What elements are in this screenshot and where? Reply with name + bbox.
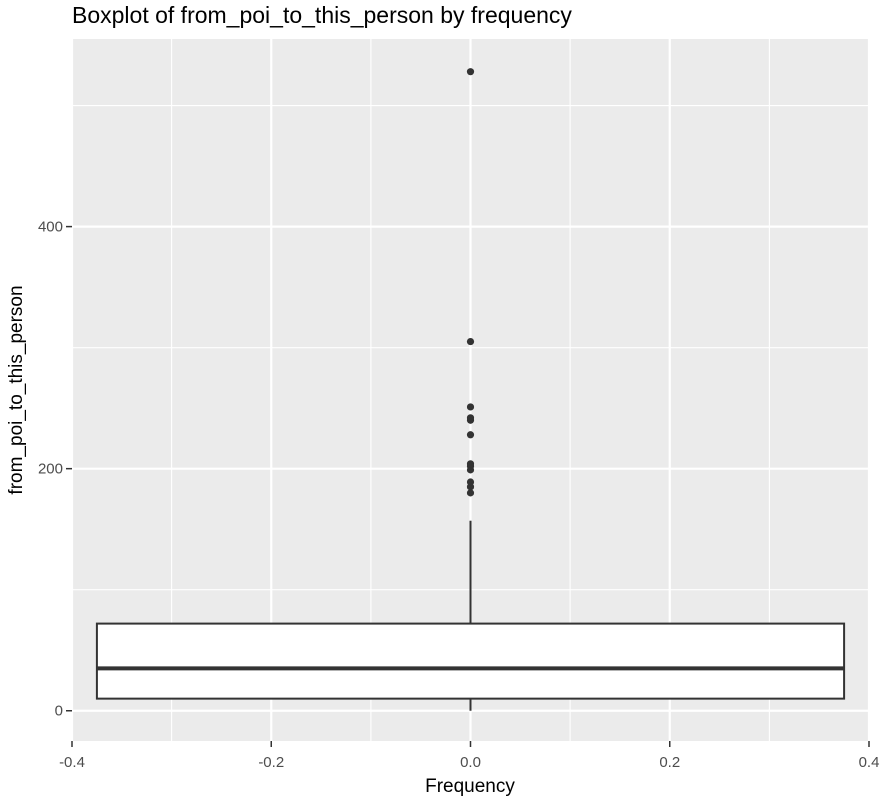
box-iqr bbox=[95, 622, 846, 700]
y-tick-label: 400 bbox=[38, 219, 63, 236]
y-tick-label: 0 bbox=[55, 703, 63, 720]
x-tick-label: -0.4 bbox=[59, 754, 85, 771]
chart-title: Boxplot of from_poi_to_this_person by fr… bbox=[72, 2, 572, 28]
outlier-point bbox=[466, 431, 475, 439]
y-axis-label: from_poi_to_this_person bbox=[6, 285, 27, 495]
outlier-point bbox=[466, 414, 475, 422]
outlier-point bbox=[466, 68, 475, 76]
outlier-point bbox=[466, 460, 475, 468]
outlier-point bbox=[466, 489, 475, 497]
x-axis-label: Frequency bbox=[425, 776, 515, 797]
x-tick-label: 0.4 bbox=[859, 754, 880, 771]
x-tick-label: 0.0 bbox=[460, 754, 481, 771]
outlier-point bbox=[466, 403, 475, 411]
y-tick-label: 200 bbox=[38, 461, 63, 478]
x-tick-label: 0.2 bbox=[659, 754, 680, 771]
outlier-point bbox=[466, 478, 475, 486]
outlier-point bbox=[466, 337, 475, 346]
x-tick-label: -0.2 bbox=[258, 754, 284, 771]
